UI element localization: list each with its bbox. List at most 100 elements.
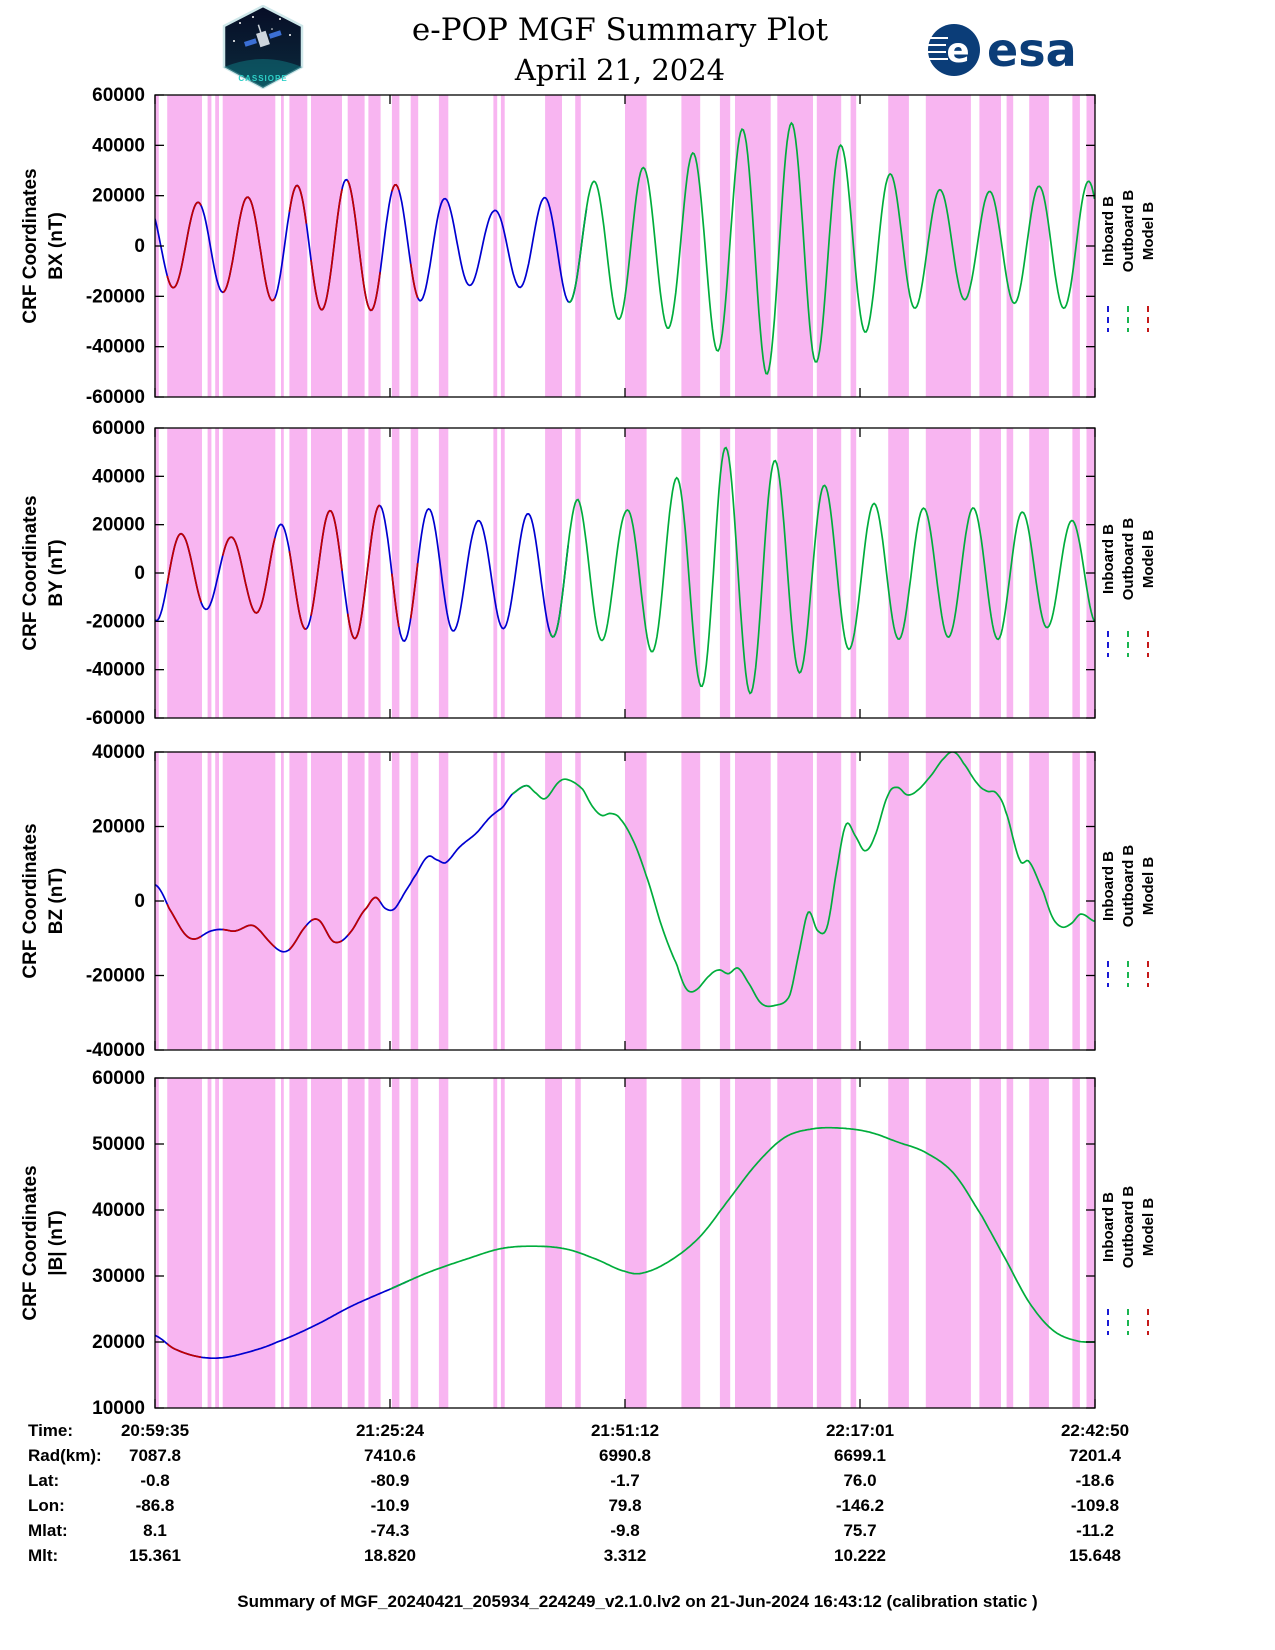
esa-emblem-icon: e [928,24,980,76]
data-gap-band [545,95,562,397]
table-cell: -1.7 [610,1471,640,1490]
data-gap-band [391,95,400,397]
data-gap-band [410,95,419,397]
data-gap-band [281,1078,284,1408]
legend-label-inboard: Inboard B [1100,196,1117,266]
data-gap-band [1029,1078,1049,1408]
data-gap-band [493,752,498,1050]
data-gap-band [222,95,276,397]
data-gap-band [215,95,219,397]
data-gap-band [925,1078,971,1408]
table-cell: -146.2 [835,1496,885,1515]
patch-earth-limb [224,59,302,88]
table-cell: 21:51:12 [590,1421,660,1440]
y-tick-label: 60000 [92,85,145,106]
data-gap-band [1006,752,1014,1050]
table-row-time: Time: 20:59:35 21:25:24 21:51:12 22:17:01 22:… [0,1421,1275,1446]
data-gap-band [719,95,731,397]
legend-label-outboard: Outboard B [1120,1186,1137,1269]
data-gap-band [979,428,1001,718]
outboard-b-line [511,752,1095,1008]
y-tick-label: 20000 [92,817,145,838]
data-gap-band [1029,428,1049,718]
table-row-mlt: Mlt: 15.361 18.820 3.312 10.222 15.648 [0,1546,1275,1571]
data-gap-band [222,428,276,718]
y-tick-label: 20000 [92,1332,145,1353]
data-gap-band [215,1078,219,1408]
table-cell: 7410.6 [364,1446,416,1465]
data-gap-band [850,428,857,718]
model-b-line [288,924,307,951]
panel-by: -60000 -40000 -20000 0 20000 40000 60000 CRF Co… [20,418,1157,729]
model-b-line [222,196,276,302]
data-gap-band [545,1078,562,1408]
y-tick-label: -20000 [86,966,145,987]
table-cell: 7087.8 [129,1446,181,1465]
panel-bmag: 10000 20000 30000 40000 50000 60000 CRF Coordi… [20,1068,1157,1419]
y-tick-label: 20000 [92,515,145,536]
data-gap-band [1072,1078,1080,1408]
model-b-line [346,504,381,640]
data-gap-band [719,428,731,718]
esa-emblem-letter: e [946,31,969,71]
data-gap-band [368,752,381,1050]
data-gap-band [281,428,284,718]
data-gap-band [207,1078,212,1408]
data-gap-band [681,1078,701,1408]
summary-footer: Summary of MGF_20240421_205934_224249_v2… [237,1592,1038,1611]
data-gap-band [207,428,212,718]
data-gap-band [1029,752,1049,1050]
model-b-line [346,180,381,312]
table-cell: 75.7 [843,1521,877,1540]
data-gap-band [493,95,498,397]
data-gap-band [391,1078,400,1408]
data-gap-band [625,1078,647,1408]
data-gap-band [368,1078,381,1408]
data-gap-band [1072,428,1080,718]
y-axis-label-coords: CRF Coordinates [20,168,41,323]
row-label: Time: [28,1421,74,1440]
data-gap-band [777,752,813,1050]
table-cell: 79.8 [608,1496,642,1515]
data-gap-band [500,752,505,1050]
model-b-line [222,924,276,948]
data-gap-band [281,752,284,1050]
data-gap-band [289,428,308,718]
table-cell: 6699.1 [834,1446,886,1465]
y-tick-label: -20000 [86,611,145,632]
data-gap-band [575,1078,581,1408]
data-gap-band [500,428,505,718]
data-gap-band [311,1078,342,1408]
data-gap-band [979,1078,1001,1408]
data-gap-band [1029,95,1049,397]
data-gap-band [368,95,381,397]
data-gap-band [167,752,202,1050]
data-gap-band [979,95,1001,397]
data-gap-band [347,752,365,1050]
legend-label-inboard: Inboard B [1100,1192,1117,1262]
model-b-line [310,510,343,616]
row-label: Mlt: [28,1546,59,1565]
table-cell: 7201.4 [1069,1446,1121,1465]
data-gap-band [816,1078,842,1408]
data-gap-band [681,95,701,397]
inboard-b-line [155,784,531,953]
outboard-b-line [389,1126,1095,1343]
model-b-line [288,184,308,224]
data-gap-band [289,95,308,397]
plot-header: e-POP MGF Summary Plot April 21, 2024 [412,12,828,87]
model-b-line [409,263,419,299]
y-axis-label-coords: CRF Coordinates [20,495,41,650]
y-tick-label: -40000 [86,1040,145,1061]
data-gap-band [888,1078,909,1408]
y-axis-label-component: BZ (nT) [46,868,67,934]
data-gap-band [493,1078,498,1408]
data-gap-band [735,1078,771,1408]
table-cell: 18.820 [364,1546,416,1565]
data-gap-band [888,428,909,718]
data-gap-band [215,752,219,1050]
legend-label-outboard: Outboard B [1120,190,1137,273]
y-axis-label-coords: CRF Coordinates [20,823,41,978]
